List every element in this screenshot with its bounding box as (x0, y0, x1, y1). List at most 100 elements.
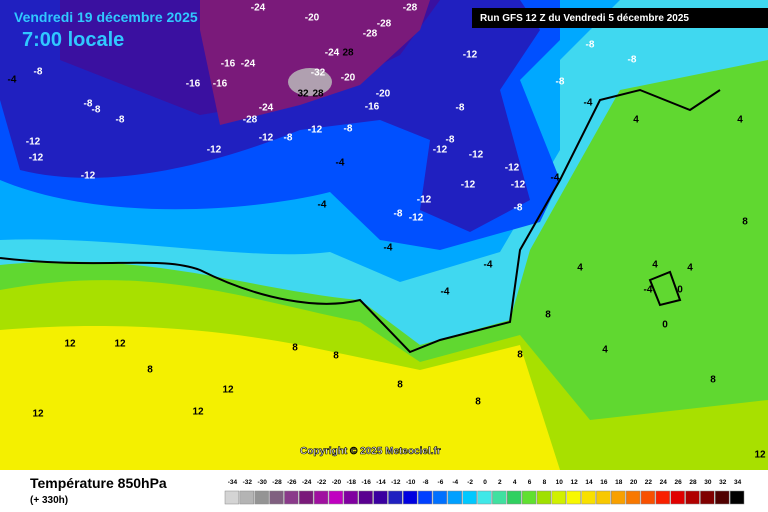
temperature-label: -8 (628, 55, 637, 66)
temperature-label: -24 (325, 48, 340, 59)
temperature-label: -8 (92, 105, 101, 116)
temperature-label: -8 (116, 115, 125, 126)
temperature-label: -12 (29, 153, 44, 164)
temperature-label: -12 (81, 171, 96, 182)
legend-tick-label: -6 (438, 479, 444, 486)
footer-title: Température 850hPa (30, 475, 167, 491)
legend-tick-label: -10 (406, 479, 416, 486)
legend-swatch (477, 490, 492, 505)
temperature-label: -12 (433, 145, 448, 156)
legend-tick-label: 20 (630, 479, 638, 486)
temperature-label: 28 (312, 89, 324, 100)
temperature-label: -12 (469, 150, 484, 161)
temperature-label: -24 (259, 103, 274, 114)
legend-tick-label: -22 (317, 479, 327, 486)
legend-tick-label: 30 (704, 479, 712, 486)
legend-swatch (581, 490, 596, 505)
legend-swatch (432, 490, 448, 505)
legend-tick-label: 16 (600, 479, 608, 486)
temperature-label: 8 (517, 350, 523, 361)
temperature-label: -12 (417, 195, 432, 206)
legend-swatch (284, 490, 299, 505)
date: Vendredi 19 décembre 2025 (14, 9, 198, 25)
run-box (472, 8, 768, 28)
legend: -34 -32 -30 -28 -26 -24 -22 -20 -18 -16 -14 -12 -10-… (224, 479, 745, 505)
legend-swatch (239, 490, 254, 505)
legend-tick-label: 26 (675, 479, 683, 486)
legend-tick-label: 14 (585, 479, 593, 486)
temperature-label: -4 (336, 158, 345, 169)
temperature-label: -12 (463, 50, 478, 61)
legend-tick-label: -30 (257, 479, 267, 486)
legend-tick-label: -16 (361, 479, 371, 486)
legend-tick-label: 32 (719, 479, 727, 486)
temperature-label: -28 (363, 29, 378, 40)
temperature-label: 8 (292, 343, 298, 354)
temperature-label: 0 (662, 320, 668, 331)
legend-tick-label: -28 (272, 479, 282, 486)
legend-swatch (715, 490, 730, 505)
temperature-label: -16 (213, 79, 228, 90)
temperature-label: -8 (586, 40, 595, 51)
legend-tick-label: -8 (423, 479, 429, 486)
legend-swatch (700, 490, 715, 505)
temperature-label: -12 (308, 125, 323, 136)
temperature-label: 12 (32, 409, 44, 420)
temperature-label: 4 (577, 263, 583, 274)
legend-tick-label: -20 (332, 479, 342, 486)
temperature-label: -4 (551, 173, 560, 184)
temperature-label: -8 (34, 67, 43, 78)
temperature-label: -16 (365, 102, 380, 113)
legend-swatch (596, 490, 611, 505)
temperature-label: 4 (602, 345, 608, 356)
temperature-label: -12 (505, 163, 520, 174)
legend-swatch (343, 490, 358, 505)
temperature-label: 8 (475, 397, 481, 408)
temperature-label: 8 (147, 365, 153, 376)
temperature-label: -24 (251, 3, 266, 14)
legend-swatch (640, 490, 656, 505)
temperature-label: 12 (754, 450, 766, 461)
legend-swatch (224, 490, 240, 505)
legend-swatch (655, 490, 670, 505)
temperature-label: -28 (403, 3, 418, 14)
legend-tick-label: 12 (571, 479, 579, 486)
legend-swatch (685, 490, 700, 505)
legend-tick-label: 18 (615, 479, 623, 486)
legend-swatch (536, 490, 552, 505)
temperature-label: -8 (514, 203, 523, 214)
temperature-label: -4 (318, 200, 327, 211)
legend-tick-label: 4 (513, 479, 517, 486)
legend-tick-label: 6 (528, 479, 532, 486)
map (0, 0, 768, 470)
temperature-label: -4 (8, 75, 17, 86)
temperature-label: -4 (484, 260, 493, 271)
temperature-label: -12 (461, 180, 476, 191)
legend-swatch (403, 490, 418, 505)
temperature-label: -12 (207, 145, 222, 156)
temperature-label: 8 (333, 351, 339, 362)
temperature-label: -4 (584, 98, 593, 109)
run: Run GFS 12 Z du Vendredi 5 décembre 2025 (480, 13, 689, 24)
temperature-label: -12 (409, 213, 424, 224)
temperature-label: 4 (687, 263, 693, 274)
legend-tick-label: -12 (391, 479, 401, 486)
temperature-label: -4 (384, 243, 393, 254)
legend-tick-label: -14 (376, 479, 386, 486)
temperature-label: -8 (446, 135, 455, 146)
cold-core (288, 68, 332, 96)
legend-tick-label: 34 (734, 479, 742, 486)
temperature-label: -12 (511, 180, 526, 191)
legend-tick-label: -32 (243, 479, 253, 486)
temperature-label: 32 (297, 89, 309, 100)
temperature-label: 4 (652, 260, 658, 271)
temperature-label: 8 (710, 375, 716, 386)
copyright: Copyright © 2025 Meteociel.fr (300, 446, 441, 457)
legend-swatch (358, 490, 373, 505)
legend-swatch (373, 490, 388, 505)
legend-tick-label: 22 (645, 479, 653, 486)
legend-tick-label: 0 (483, 479, 487, 486)
purple-region (200, 0, 430, 125)
